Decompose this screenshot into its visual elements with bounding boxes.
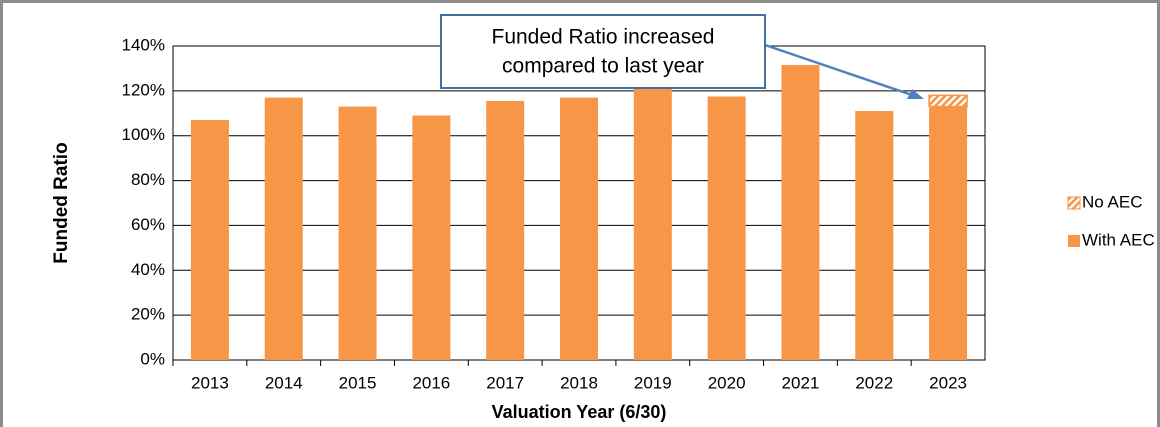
annotation-arrow	[764, 43, 913, 97]
x-tick-label: 2021	[782, 373, 820, 392]
x-axis-label: Valuation Year (6/30)	[492, 402, 667, 422]
legend-swatch	[1067, 196, 1081, 210]
bar	[633, 88, 672, 360]
x-tick-label: 2018	[560, 373, 598, 392]
y-axis-label: Funded Ratio	[51, 142, 72, 263]
bar	[486, 100, 525, 360]
bar	[412, 115, 451, 361]
y-tick-label: 20%	[131, 305, 165, 324]
bar	[264, 97, 303, 360]
x-tick-label: 2015	[339, 373, 377, 392]
bar	[855, 111, 894, 361]
y-tick-label: 120%	[122, 80, 165, 99]
legend-label: No AEC	[1082, 192, 1142, 211]
annotation-box	[440, 14, 766, 89]
y-tick-label: 40%	[131, 260, 165, 279]
bar	[928, 94, 968, 108]
x-tick-label: 2023	[929, 373, 967, 392]
annotation-text: compared to last year	[502, 55, 704, 78]
bar	[707, 96, 746, 360]
bar	[338, 106, 377, 360]
y-tick-label: 100%	[122, 125, 165, 144]
bar	[929, 106, 968, 360]
bar	[781, 65, 820, 361]
bar	[190, 120, 229, 360]
legend-label: With AEC	[1082, 230, 1155, 249]
y-tick-label: 140%	[122, 35, 165, 54]
legend-swatch	[1068, 235, 1080, 247]
x-tick-label: 2013	[191, 373, 229, 392]
y-tick-label: 80%	[131, 170, 165, 189]
arrow-head	[907, 89, 924, 99]
bar	[560, 97, 598, 360]
y-tick-label: 60%	[131, 215, 165, 234]
x-tick-label: 2019	[634, 373, 672, 392]
x-tick-label: 2014	[265, 373, 303, 392]
x-tick-label: 2016	[412, 373, 450, 392]
x-tick-label: 2017	[486, 373, 524, 392]
annotation-text: Funded Ratio increased	[492, 26, 715, 49]
x-tick-label: 2022	[855, 373, 893, 392]
y-tick-label: 0%	[140, 349, 165, 368]
x-tick-label: 2020	[708, 373, 746, 392]
